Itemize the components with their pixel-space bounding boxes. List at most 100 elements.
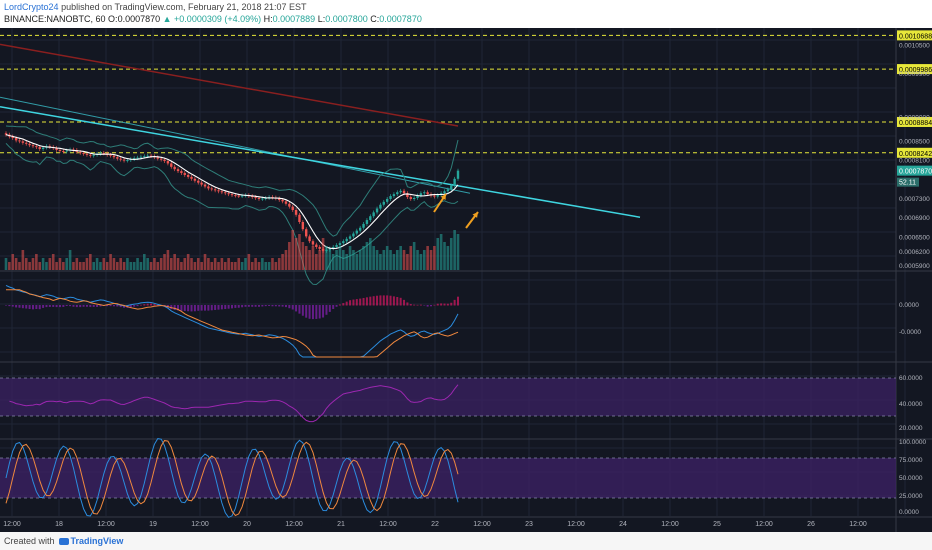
volume-bar — [284, 250, 288, 270]
candle-body — [342, 241, 345, 244]
time-axis-label: 21 — [337, 521, 345, 528]
macd-histogram-bar — [295, 305, 298, 312]
volume-bar — [372, 246, 375, 270]
candle-body — [14, 138, 18, 141]
volume-bar — [355, 254, 359, 270]
volume-bar — [109, 254, 112, 270]
macd-histogram-bar — [112, 305, 115, 307]
candle-body — [372, 212, 375, 217]
volume-bar — [257, 262, 261, 270]
candle-body — [79, 151, 82, 153]
tradingview-brand[interactable]: TradingView — [70, 536, 124, 546]
volume-bar — [288, 242, 291, 270]
candle-body — [143, 156, 146, 158]
macd-histogram-bar — [315, 305, 318, 319]
candle-body — [58, 150, 62, 151]
volume-bar — [416, 250, 419, 270]
candle-body — [318, 246, 321, 249]
volume-bar — [301, 242, 305, 270]
candle-body — [389, 196, 392, 199]
macd-histogram-bar — [389, 295, 392, 306]
volume-bar — [230, 262, 234, 270]
macd-histogram-bar — [227, 305, 230, 309]
candle-body — [294, 210, 298, 215]
macd-histogram-bar — [335, 305, 338, 307]
macd-histogram-bar — [96, 305, 99, 307]
candle-body — [348, 236, 352, 239]
resistance-price-tag — [897, 30, 932, 41]
candle-body — [190, 176, 193, 179]
macd-histogram-bar — [436, 303, 439, 306]
volume-bar — [308, 250, 311, 270]
candle-body — [362, 223, 365, 228]
volume-bar — [433, 246, 436, 270]
price-axis-label: 0.0009000 — [899, 114, 930, 121]
volume-bar — [180, 262, 183, 270]
chart-area[interactable]: 0.0010688 0.0009986 0.0008884 0.0008242 0.00… — [0, 28, 932, 532]
volume-bar — [207, 258, 210, 270]
volume-bar — [24, 258, 28, 270]
volume-bar — [68, 250, 72, 270]
candle-body — [4, 133, 8, 135]
candle-body — [38, 147, 41, 150]
volume-bar — [166, 250, 170, 270]
macd-histogram-bar — [109, 305, 112, 307]
volume-bar — [183, 258, 187, 270]
macd-histogram-bar — [379, 295, 382, 306]
macd-histogram-bar — [55, 305, 58, 308]
volume-bar — [105, 262, 109, 270]
volume-bar — [304, 246, 308, 270]
volume-bar — [156, 262, 160, 270]
candle-body — [352, 233, 355, 237]
macd-histogram-bar — [106, 305, 109, 307]
volume-bar — [429, 250, 433, 270]
volume-bar — [267, 262, 271, 270]
macd-histogram-bar — [386, 295, 389, 306]
macd-histogram-bar — [301, 305, 304, 316]
volume-bar — [14, 258, 18, 270]
volume-bar — [82, 262, 85, 270]
macd-histogram-bar — [177, 305, 180, 311]
macd-histogram-bar — [413, 304, 416, 306]
chart-svg[interactable]: 0.00106880.00099860.00088840.00082420.00… — [0, 28, 932, 532]
macd-histogram-bar — [281, 305, 284, 307]
candle-body — [419, 193, 423, 196]
stoch-d-line — [5, 440, 459, 517]
volume-bar — [89, 254, 92, 270]
publish-line: LordCrypto24 published on TradingView.co… — [4, 2, 307, 12]
candle-body — [166, 161, 170, 164]
volume-bar — [136, 258, 139, 270]
macd-histogram-bar — [369, 296, 372, 306]
candle-body — [109, 154, 112, 156]
time-axis-label: 26 — [807, 521, 815, 528]
candle-body — [197, 180, 200, 183]
price-axis-label: 0.0008100 — [899, 158, 930, 165]
macd-histogram-bar — [325, 305, 328, 315]
resistance-price-label: 0.0008884 — [899, 120, 932, 127]
bollinger-lower-band — [5, 142, 459, 286]
volume-bar — [237, 258, 241, 270]
candle-body — [453, 178, 456, 186]
macd-histogram-bar — [183, 305, 186, 311]
price-axis-label: 0.0009900 — [899, 71, 930, 78]
volume-bar — [399, 246, 402, 270]
volume-bar — [31, 258, 35, 270]
volume-bar — [58, 258, 62, 270]
candle-body — [456, 170, 460, 179]
author-link[interactable]: LordCrypto24 — [4, 2, 59, 12]
candle-body — [55, 148, 58, 150]
candle-body — [31, 145, 35, 147]
price-axis-label: 0.0007300 — [899, 196, 930, 203]
candle-body — [11, 136, 14, 138]
volume-bar — [298, 234, 301, 270]
macd-histogram-bar — [92, 305, 95, 307]
volume-bar — [325, 246, 328, 270]
volume-bar — [72, 262, 75, 270]
candle-body — [305, 229, 308, 237]
macd-histogram-bar — [15, 305, 18, 308]
macd-histogram-bar — [271, 305, 274, 307]
macd-line — [5, 284, 459, 358]
candle-body — [21, 141, 25, 143]
volume-bar — [186, 254, 190, 270]
candle-body — [203, 184, 207, 187]
